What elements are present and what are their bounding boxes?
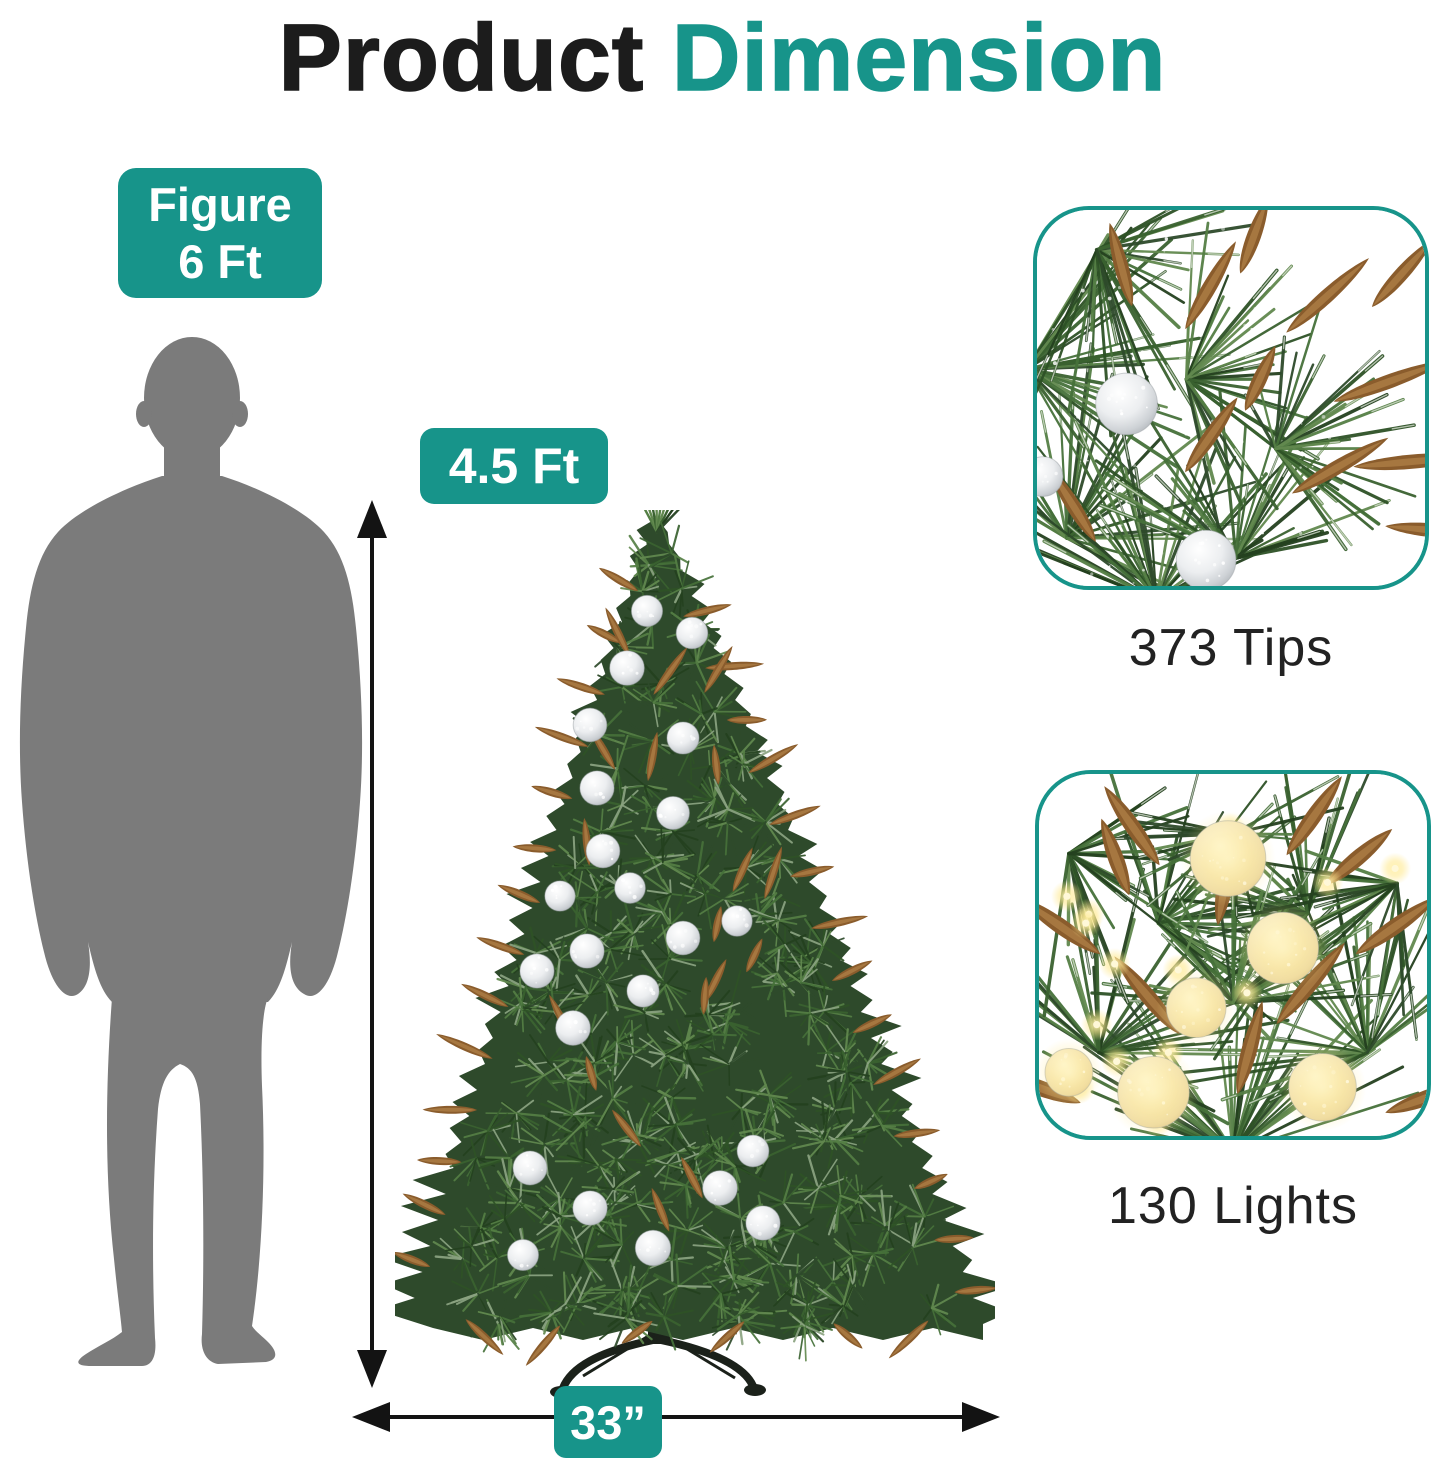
figure-badge-line1: Figure [148, 177, 292, 231]
tree-width-label: 33” [570, 1395, 646, 1449]
tree-height-label: 4.5 Ft [448, 438, 580, 494]
figure-height-badge: Figure 6 Ft [118, 168, 322, 298]
lights-caption: 130 Lights [1108, 1177, 1358, 1235]
person-silhouette [19, 337, 363, 1366]
tips-caption: 373 Tips [1128, 619, 1334, 677]
tips-closeup-inset [1033, 206, 1429, 590]
figure-badge-line2: 6 Ft [178, 235, 262, 288]
title-word-product: Product [278, 4, 645, 112]
lights-closeup-image [1039, 774, 1427, 1136]
page-title: Product Dimension [0, 4, 1445, 113]
title-word-dimension: Dimension [671, 4, 1167, 112]
christmas-tree-image [395, 510, 995, 1398]
tree-width-badge: 33” [554, 1386, 662, 1458]
tree-height-badge: 4.5 Ft [420, 428, 608, 504]
tips-closeup-image [1037, 210, 1425, 586]
width-arrow [352, 1402, 1000, 1432]
height-arrow [357, 500, 387, 1388]
lights-closeup-inset [1035, 770, 1431, 1140]
